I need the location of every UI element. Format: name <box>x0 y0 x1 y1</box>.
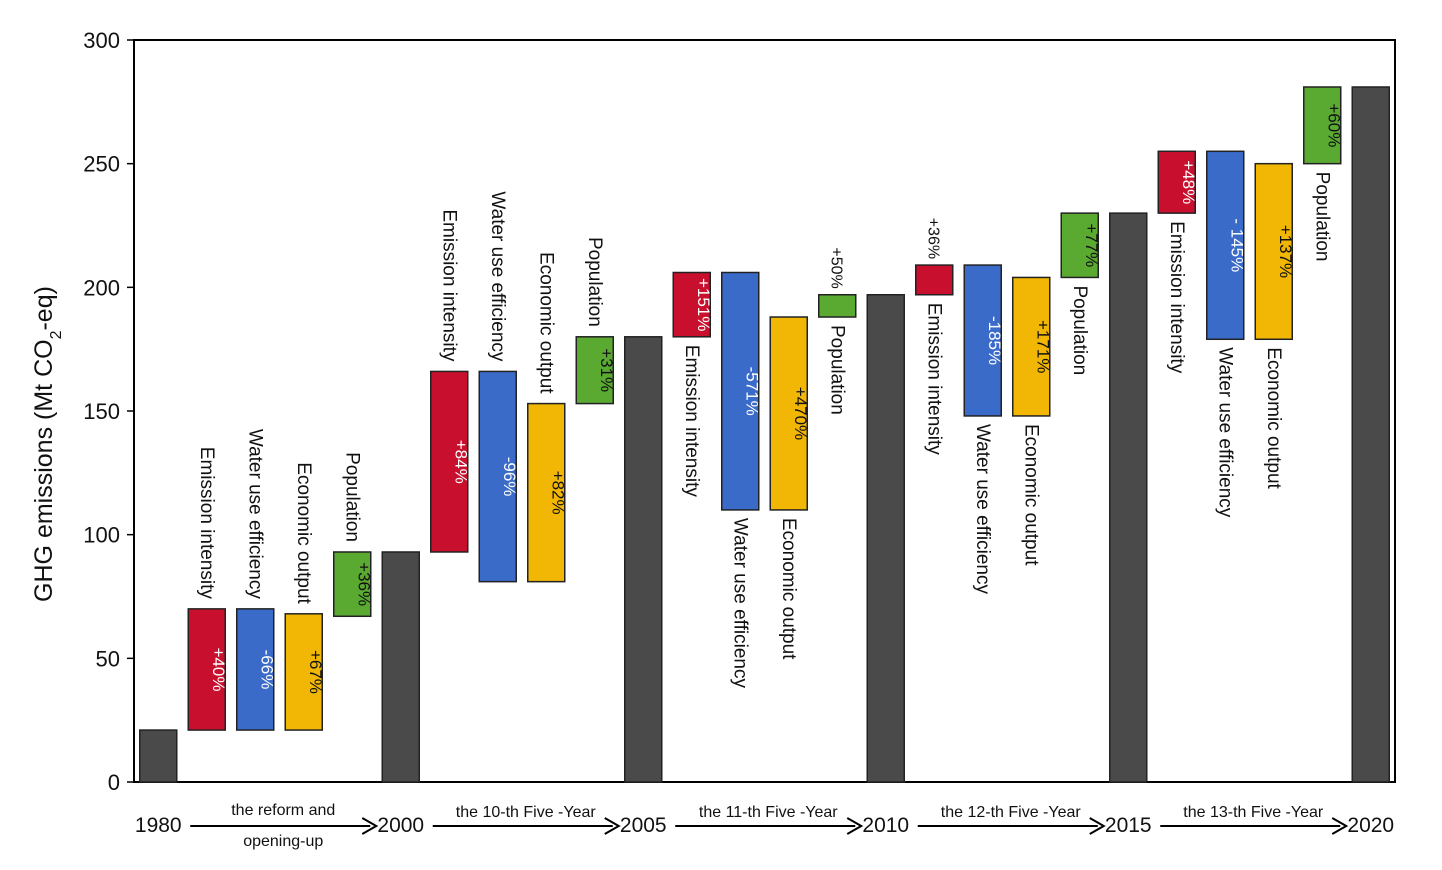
period-arrow-head <box>604 817 621 835</box>
y-tick-label: 250 <box>83 152 120 177</box>
effect-value-label: +36% <box>924 218 941 259</box>
y-tick-label: 200 <box>83 275 120 300</box>
effect-value-label: +31% <box>597 348 616 392</box>
period-label: the 13-th Five -Year <box>1183 804 1324 821</box>
factor-name-label: Emission intensity <box>681 345 702 498</box>
effect-value-label: +77% <box>1082 223 1101 267</box>
effect-value-label: +171% <box>1033 320 1052 373</box>
effect-bar <box>575 336 614 405</box>
bars <box>139 86 1390 783</box>
y-axis-label-main: GHG emissions (Mt CO <box>30 339 58 602</box>
effect-value-label: -571% <box>742 367 761 416</box>
effect-bar <box>1012 276 1051 417</box>
effect-value-label: +50% <box>827 247 844 288</box>
axes: 0 50 100 150 200 250 300 <box>83 28 1396 795</box>
factor-name-label: Emission intensity <box>438 209 459 362</box>
total-bar-2015 <box>1109 212 1148 783</box>
effect-value-label: -66% <box>257 650 276 690</box>
period-label: the 12-th Five -Year <box>941 804 1082 821</box>
period-label: opening-up <box>243 833 323 850</box>
effect-bar <box>818 294 857 318</box>
bar-labels: +40% Emission intensity -66% Water use effi… <box>196 103 1344 694</box>
effect-bar <box>721 271 760 511</box>
period-arrow-head <box>1089 817 1106 835</box>
effect-bar <box>769 316 808 511</box>
period-label: the reform and <box>231 802 335 819</box>
total-bar-1980 <box>139 729 178 783</box>
factor-name-label: Emission intensity <box>923 303 944 456</box>
effect-bar <box>963 264 1002 417</box>
y-tick-label: 100 <box>83 523 120 548</box>
factor-name-label: Economic output <box>778 518 799 660</box>
effect-value-label: +40% <box>209 647 228 691</box>
period-arrow-head <box>1331 817 1349 835</box>
factor-name-label: Economic output <box>293 462 314 604</box>
factor-name-label: Water use efficiency <box>972 424 993 595</box>
factor-name-label: Population <box>1311 172 1332 262</box>
y-tick-label: 0 <box>108 770 120 795</box>
factor-name-label: Emission intensity <box>1166 221 1187 374</box>
effect-value-label: +67% <box>306 650 325 694</box>
effect-bar <box>236 608 275 731</box>
factor-name-label: Economic output <box>1263 347 1284 489</box>
factor-name-label: Population <box>1069 285 1090 375</box>
y-tick-label: 50 <box>96 646 120 671</box>
effect-bar <box>915 264 954 296</box>
factor-name-label: Population <box>584 237 605 327</box>
factor-name-label: Water use efficiency <box>487 191 508 362</box>
effect-bar <box>478 370 517 583</box>
total-bar-2010 <box>866 294 905 783</box>
effect-value-label: +151% <box>694 278 713 331</box>
effect-bar <box>1060 212 1099 279</box>
effect-value-label: +60% <box>1324 103 1343 147</box>
effect-value-label: +137% <box>1276 225 1295 278</box>
x-year-label: 2000 <box>377 814 424 837</box>
effect-bar <box>284 613 323 731</box>
factor-name-label: Water use efficiency <box>729 518 750 689</box>
period-arrow-head <box>361 817 379 835</box>
effect-value-label: - 145% <box>1227 218 1246 272</box>
total-bar-2000 <box>381 551 420 783</box>
effect-value-label: +48% <box>1179 160 1198 204</box>
factor-name-label: Emission intensity <box>196 447 217 600</box>
effect-bar <box>430 370 469 553</box>
x-year-label: 1980 <box>135 814 182 837</box>
effect-bar <box>1157 150 1196 214</box>
factor-name-label: Economic output <box>1020 424 1041 566</box>
total-bar-2020 <box>1351 86 1390 783</box>
effect-value-label: +36% <box>354 562 373 606</box>
period-label: the 10-th Five -Year <box>456 804 597 821</box>
effect-bar <box>672 271 711 338</box>
effect-bar <box>1206 150 1245 341</box>
effect-value-label: +470% <box>791 387 810 440</box>
period-arrow-head <box>846 817 864 835</box>
effect-value-label: +84% <box>451 440 470 484</box>
effect-value-label: -185% <box>985 316 1004 365</box>
x-year-label: 2015 <box>1105 814 1152 837</box>
factor-name-label: Economic output <box>535 252 556 394</box>
x-year-label: 2020 <box>1347 814 1394 837</box>
factor-name-label: Population <box>826 325 847 415</box>
effect-bar <box>1254 162 1293 341</box>
effect-bar <box>333 551 372 618</box>
effect-value-label: -96% <box>500 457 519 497</box>
factor-name-label: Water use efficiency <box>1214 347 1235 518</box>
y-axis-label-subscript: 2 <box>48 330 65 339</box>
y-tick-label: 300 <box>83 28 120 53</box>
effect-bar <box>1303 86 1342 165</box>
x-axis-labels: 1980 the reform and opening-up 2000 the 10-t… <box>135 802 1394 850</box>
x-year-label: 2010 <box>862 814 909 837</box>
period-label: the 11-th Five -Year <box>699 804 838 821</box>
factor-name-label: Population <box>341 452 362 542</box>
effect-bar <box>187 608 226 731</box>
effect-bar <box>527 402 566 583</box>
y-axis-label: GHG emissions (Mt CO2-eq) <box>30 286 65 602</box>
y-axis-label-tail: -eq) <box>30 286 58 330</box>
x-year-label: 2005 <box>620 814 667 837</box>
y-tick-label: 150 <box>83 399 120 424</box>
effect-value-label: +82% <box>548 471 567 515</box>
total-bar-2005 <box>624 336 663 783</box>
factor-name-label: Water use efficiency <box>244 429 265 600</box>
